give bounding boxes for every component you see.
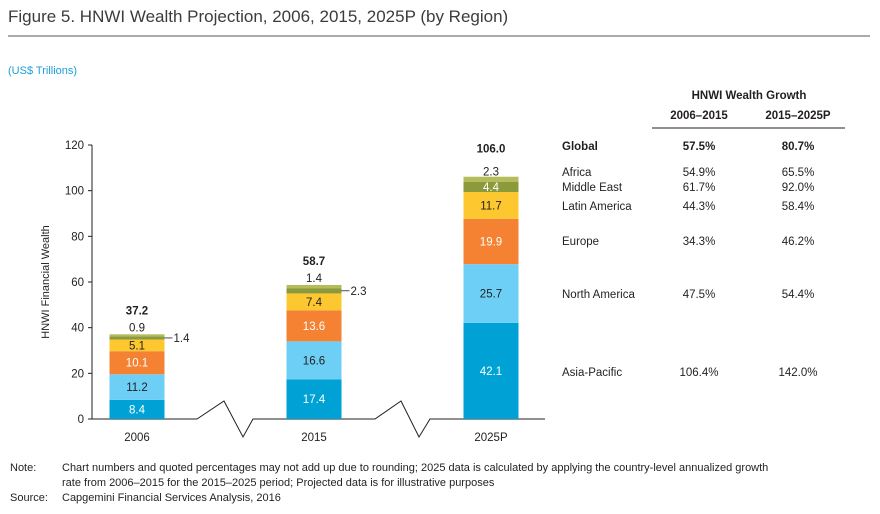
figure-title: Figure 5. HNWI Wealth Projection, 2006, …: [8, 7, 508, 26]
table-cell: 46.2%: [782, 236, 815, 248]
data-label-latin-america: 5.1: [129, 340, 145, 352]
table-row-africa: Africa 54.9% 65.5%: [562, 167, 814, 179]
x-tick-label: 2025P: [474, 432, 508, 444]
bar-segment-north-america: [109, 374, 165, 400]
data-label-africa: 1.4: [306, 273, 323, 285]
stacked-bar-chart: 0 20 40 60 80 100 120 HNWI Financial Wealth 8.4 1…: [40, 140, 545, 444]
y-axis-label: HNWI Financial Wealth: [40, 225, 52, 339]
y-tick-label: 120: [65, 140, 84, 152]
y-tick-label: 100: [65, 186, 84, 198]
bar-segment-asia-pacific: [463, 322, 519, 419]
bar-total-label: 106.0: [477, 144, 506, 156]
source-label: Source:: [10, 492, 48, 504]
data-label-africa: 0.9: [129, 322, 145, 334]
table-cell: 58.4%: [782, 201, 815, 213]
table-cell: 92.0%: [782, 182, 815, 194]
table-row-label: Europe: [562, 236, 599, 248]
bar-segment-asia-pacific: [286, 379, 342, 419]
table-row-label: North America: [562, 289, 635, 301]
bar-segment-asia-pacific: [109, 399, 165, 419]
table-row-label: Asia-Pacific: [562, 367, 622, 379]
bar-segment-latin-america: [286, 293, 342, 311]
note-line-1: Chart numbers and quoted percentages may…: [62, 462, 768, 474]
y-tick-label: 20: [71, 368, 84, 380]
bar-segment-europe: [109, 351, 165, 375]
table-cell: 142.0%: [778, 367, 817, 379]
bar-2006: [109, 334, 165, 419]
table-column-header: 2015–2025P: [765, 110, 831, 122]
unit-label: (US$ Trillions): [8, 65, 77, 77]
bar-segment-north-america: [286, 341, 342, 380]
bar-segment-middle-east: [286, 288, 342, 294]
data-label-north-america: 25.7: [480, 289, 502, 301]
note-line-2: rate from 2006–2015 for the 2015–2025 pe…: [62, 477, 495, 489]
bar-segment-middle-east: [463, 181, 519, 193]
bar-2025p: [463, 176, 519, 419]
bar-total-label: 58.7: [303, 256, 325, 268]
data-label-middle-east: 1.4: [174, 333, 191, 345]
note-label: Note:: [10, 462, 36, 474]
table-cell: 57.5%: [683, 141, 716, 153]
growth-table: HNWI Wealth Growth 2006–2015 2015–2025P Glo…: [562, 90, 845, 379]
table-column-header: 2006–2015: [670, 110, 728, 122]
table-cell: 34.3%: [683, 236, 716, 248]
bar-segment-middle-east: [109, 336, 165, 340]
table-row-label: Middle East: [562, 182, 623, 194]
bar-segment-latin-america: [109, 339, 165, 352]
table-heading: HNWI Wealth Growth: [692, 90, 807, 102]
bar-segment-africa: [286, 284, 342, 289]
table-cell: 54.9%: [683, 167, 716, 179]
table-cell: 65.5%: [782, 167, 815, 179]
data-label-europe: 19.9: [480, 236, 502, 248]
table-row-latin-america: Latin America 44.3% 58.4%: [562, 201, 814, 213]
bar-segment-europe: [463, 218, 519, 265]
y-tick-label: 40: [71, 323, 84, 335]
table-row-label: Africa: [562, 167, 592, 179]
data-label-asia-pacific: 42.1: [480, 366, 502, 378]
data-label-middle-east: 4.4: [483, 182, 500, 194]
bar-segment-north-america: [463, 264, 519, 323]
table-cell: 61.7%: [683, 182, 716, 194]
data-label-north-america: 11.2: [126, 382, 148, 394]
table-row-label: Latin America: [562, 201, 632, 213]
source-text: Capgemini Financial Services Analysis, 2…: [62, 492, 281, 504]
data-label-asia-pacific: 17.4: [303, 394, 326, 406]
x-tick-label: 2006: [124, 432, 150, 444]
data-label-north-america: 16.6: [303, 355, 325, 367]
bar-segment-africa: [109, 334, 165, 337]
table-row-label: Global: [562, 141, 598, 153]
bar-segment-africa: [463, 176, 519, 182]
data-label-asia-pacific: 8.4: [129, 404, 146, 416]
bar-segment-europe: [286, 310, 342, 342]
data-label-latin-america: 7.4: [306, 297, 323, 309]
data-label-africa: 2.3: [483, 167, 499, 179]
table-row-north-america: North America 47.5% 54.4%: [562, 289, 814, 301]
table-row-asia-pacific: Asia-Pacific 106.4% 142.0%: [562, 367, 818, 379]
data-label-latin-america: 11.7: [480, 200, 502, 212]
x-tick-label: 2015: [301, 432, 327, 444]
table-cell: 44.3%: [683, 201, 716, 213]
y-tick-label: 0: [78, 414, 84, 426]
y-tick-label: 60: [71, 277, 84, 289]
table-cell: 80.7%: [782, 141, 815, 153]
data-label-middle-east: 2.3: [351, 286, 367, 298]
table-row-global: Global 57.5% 80.7%: [562, 141, 814, 153]
data-label-europe: 10.1: [126, 358, 148, 370]
table-cell: 54.4%: [782, 289, 815, 301]
bar-2015: [286, 284, 342, 419]
table-row-middle-east: Middle East 61.7% 92.0%: [562, 182, 814, 194]
table-cell: 47.5%: [683, 289, 716, 301]
y-tick-label: 80: [71, 231, 84, 243]
data-label-europe: 13.6: [303, 321, 325, 333]
bar-total-label: 37.2: [126, 305, 148, 317]
bar-segment-latin-america: [463, 192, 519, 219]
table-cell: 106.4%: [679, 367, 718, 379]
table-row-europe: Europe 34.3% 46.2%: [562, 236, 814, 248]
